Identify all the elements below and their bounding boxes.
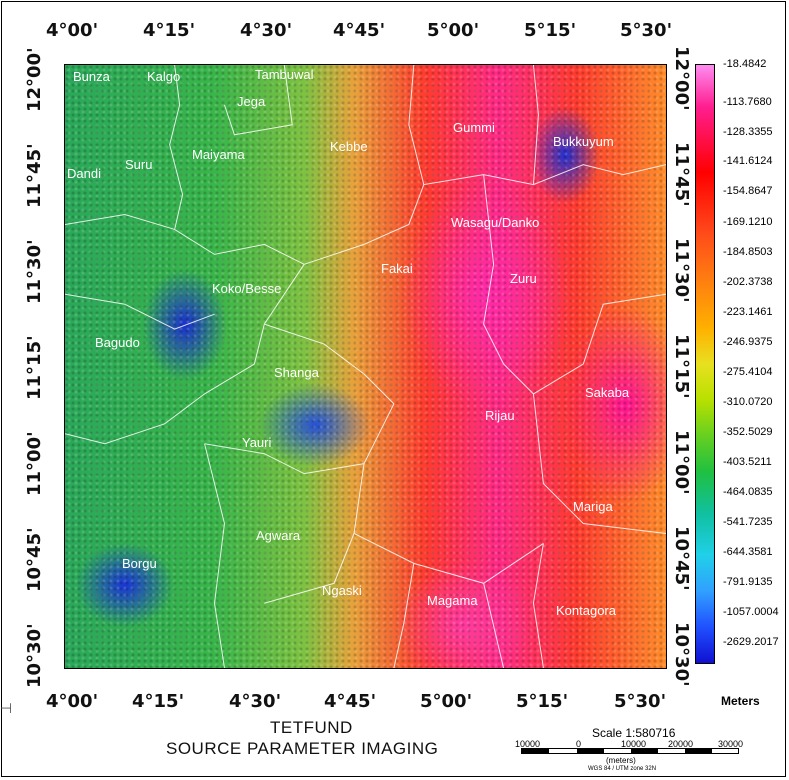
town-label: Fakai xyxy=(381,261,413,276)
town-label: Borgu xyxy=(122,556,157,571)
bottom-tick-label: 5°30' xyxy=(614,691,667,712)
legend-label: -541.7235 xyxy=(723,516,773,528)
bottom-tick-label: 5°15' xyxy=(516,691,569,712)
north-arrow-icon: ⊣ xyxy=(0,700,13,716)
top-tick-label: 4°00' xyxy=(46,20,99,41)
town-label: Jega xyxy=(237,94,266,109)
left-tick-label: 10°30' xyxy=(24,623,45,688)
town-label: Bukkuyum xyxy=(553,134,614,149)
legend-label: -644.3581 xyxy=(723,546,773,558)
scale-projection: WGS 84 / UTM zone 32N xyxy=(588,766,657,772)
town-label: Bunza xyxy=(73,69,110,84)
bottom-tick-label: 5°00' xyxy=(420,691,473,712)
legend-label: -202.3738 xyxy=(723,276,773,288)
legend-label: -403.5211 xyxy=(723,456,772,468)
town-label: Gummi xyxy=(453,120,495,135)
legend-label: -791.9135 xyxy=(723,576,773,588)
town-label: Tambuwal xyxy=(255,67,314,82)
legend-label: -310.0720 xyxy=(723,396,773,408)
town-label: Shanga xyxy=(274,365,319,380)
town-label: Yauri xyxy=(242,435,272,450)
top-tick-label: 4°45' xyxy=(333,20,386,41)
scale-number: 10000 xyxy=(621,739,647,749)
town-label: Zuru xyxy=(510,271,537,286)
legend-color-bar xyxy=(695,64,715,664)
legend-label: -352.5029 xyxy=(723,426,773,438)
left-tick-label: 11°00' xyxy=(24,431,45,496)
left-tick-label: 12°00' xyxy=(24,47,45,112)
town-label: Agwara xyxy=(256,528,301,543)
left-tick-label: 11°30' xyxy=(24,239,45,304)
town-label: Wasagu/Danko xyxy=(451,215,540,230)
magnetic-depth-map: Bunza Kalgo Tambuwal Jega Gummi Bukkuyum… xyxy=(64,64,667,669)
legend-label: -184.8503 xyxy=(723,246,773,258)
town-label: Rijau xyxy=(485,408,515,423)
town-label: Kalgo xyxy=(147,69,181,84)
scale-number: 20000 xyxy=(668,739,694,749)
legend-label: -128.3355 xyxy=(723,126,773,138)
left-tick-label: 10°45' xyxy=(24,527,45,592)
legend-label: -154.8647 xyxy=(723,185,773,197)
scale-unit: (meters) xyxy=(606,756,636,765)
legend-label: -169.1210 xyxy=(723,216,773,228)
map-subtitle: SOURCE PARAMETER IMAGING xyxy=(166,739,439,758)
bottom-tick-label: 4°00' xyxy=(46,691,99,712)
left-tick-label: 11°15' xyxy=(24,335,45,400)
town-label: Suru xyxy=(125,157,153,172)
legend-label: -246.9375 xyxy=(723,336,773,348)
town-label: Kontagora xyxy=(556,603,616,618)
scale-title: Scale 1:580716 xyxy=(592,726,676,740)
right-tick-label: 11°15' xyxy=(671,334,692,399)
top-tick-label: 5°30' xyxy=(620,20,673,41)
legend-label: -1057.0004 xyxy=(723,606,779,618)
town-label: Koko/Besse xyxy=(212,281,282,296)
legend-units: Meters xyxy=(721,694,760,708)
bottom-tick-label: 4°30' xyxy=(229,691,282,712)
right-tick-label: 12°00' xyxy=(671,46,692,111)
scale-number: 0 xyxy=(576,739,582,749)
town-label: Mariga xyxy=(573,499,613,514)
top-tick-label: 4°15' xyxy=(143,20,196,41)
legend-label: -113.7680 xyxy=(723,96,772,108)
town-label: Sakaba xyxy=(585,385,630,400)
right-tick-label: 10°30' xyxy=(671,622,692,687)
right-tick-label: 11°45' xyxy=(671,142,692,207)
legend-label: -2629.2017 xyxy=(723,636,779,648)
legend-label: -464.0835 xyxy=(723,486,773,498)
town-label: Magama xyxy=(427,593,478,608)
legend-label: -141.6124 xyxy=(723,155,773,167)
top-tick-label: 4°30' xyxy=(240,20,293,41)
legend-label: -223.1461 xyxy=(723,306,773,318)
right-tick-label: 11°30' xyxy=(671,238,692,303)
town-label: Ngaski xyxy=(322,583,362,598)
right-tick-label: 10°45' xyxy=(671,526,692,591)
legend-label: -275.4104 xyxy=(723,366,773,378)
town-label: Maiyama xyxy=(192,147,245,162)
scale-number: 30000 xyxy=(718,739,744,749)
left-tick-label: 11°45' xyxy=(24,143,45,208)
legend-label: -18.4842 xyxy=(723,58,767,70)
right-tick-label: 11°00' xyxy=(671,430,692,495)
scale-number: 10000 xyxy=(515,739,541,749)
town-label: Kebbe xyxy=(330,139,368,154)
map-title: TETFUND xyxy=(270,718,353,737)
town-label: Bagudo xyxy=(95,335,140,350)
lga-boundaries xyxy=(65,65,666,668)
bottom-tick-label: 4°45' xyxy=(324,691,377,712)
scale-bar xyxy=(521,748,739,754)
top-tick-label: 5°00' xyxy=(427,20,480,41)
bottom-tick-label: 4°15' xyxy=(132,691,185,712)
top-tick-label: 5°15' xyxy=(524,20,577,41)
town-label: Dandi xyxy=(67,166,101,181)
